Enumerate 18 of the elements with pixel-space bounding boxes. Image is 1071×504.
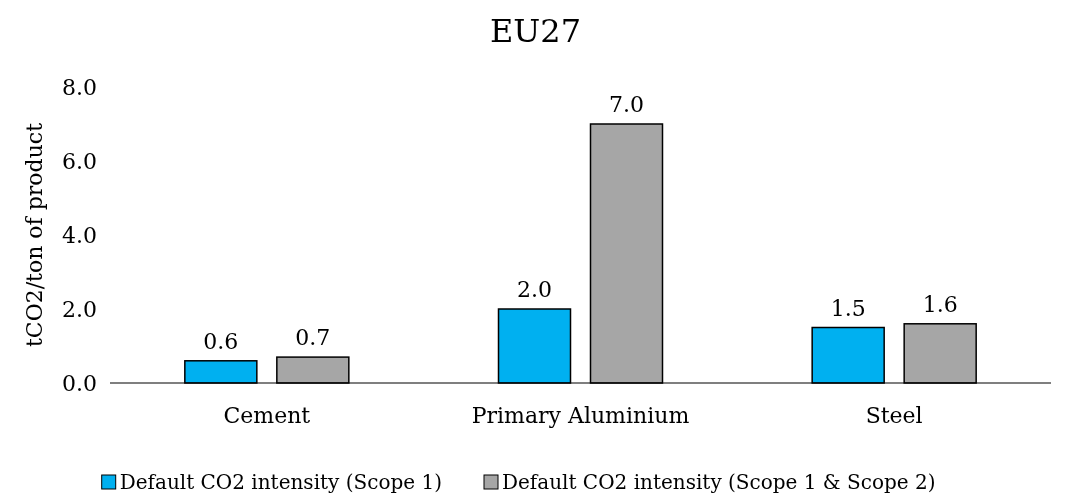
y-tick-label: 0.0 (62, 370, 97, 396)
data-label: 1.6 (922, 291, 958, 317)
chart-title: EU27 (489, 12, 582, 50)
data-label: 0.7 (295, 325, 331, 351)
y-tick-label: 8.0 (62, 74, 97, 100)
legend-label: Default CO2 intensity (Scope 1) (119, 470, 443, 494)
data-label: 0.6 (203, 328, 239, 354)
y-tick-label: 4.0 (62, 222, 97, 248)
data-label: 7.0 (609, 92, 644, 117)
data-label: 2.0 (517, 277, 552, 302)
y-tick-label: 2.0 (62, 296, 97, 322)
x-tick-label: Primary Aluminium (471, 403, 690, 428)
y-tick-label: 6.0 (62, 148, 97, 174)
legend-label: Default CO2 intensity (Scope 1 & Scope 2) (502, 470, 936, 494)
x-tick-label: Steel (865, 403, 923, 428)
x-tick-label: Cement (223, 403, 311, 428)
y-axis-title: tCO2/ton of product (22, 122, 47, 348)
data-label: 1.5 (830, 295, 866, 321)
